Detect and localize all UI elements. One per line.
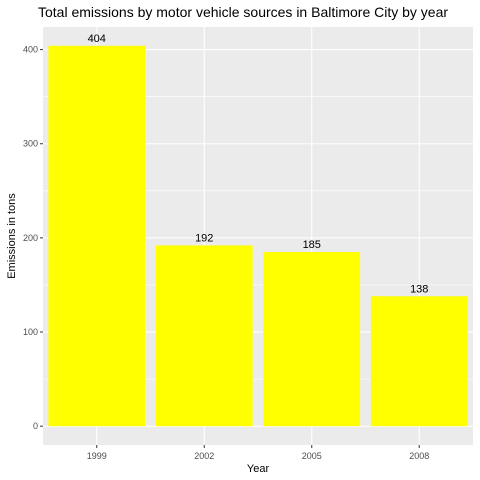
- y-tick-label: 400: [23, 45, 38, 55]
- chart-title: Total emissions by motor vehicle sources…: [38, 4, 448, 20]
- bar-2005: [263, 252, 361, 427]
- data-label-2005: 185: [303, 239, 321, 251]
- x-tick-label: 2005: [302, 451, 322, 461]
- y-tick-label: 100: [23, 327, 38, 337]
- x-tick-label: 2008: [409, 451, 429, 461]
- x-tick-label: 2002: [194, 451, 214, 461]
- y-axis-title: Emissions in tons: [6, 193, 18, 279]
- data-label-1999: 404: [88, 33, 106, 45]
- y-tick-label: 0: [33, 421, 38, 431]
- x-axis-ticks: 1999 2002 2005 2008: [87, 445, 429, 461]
- x-tick-label: 1999: [87, 451, 107, 461]
- y-axis-ticks: 0 100 200 300 400: [23, 45, 43, 431]
- bar-1999: [48, 45, 146, 427]
- bar-2008: [370, 296, 468, 427]
- data-label-2002: 192: [195, 232, 213, 244]
- x-axis-title: Year: [247, 463, 270, 475]
- bar-2002: [155, 245, 253, 427]
- data-labels: 404 192 185 138: [88, 33, 429, 295]
- bars: [48, 45, 468, 427]
- y-tick-label: 200: [23, 233, 38, 243]
- data-label-2008: 138: [410, 283, 428, 295]
- y-tick-label: 300: [23, 139, 38, 149]
